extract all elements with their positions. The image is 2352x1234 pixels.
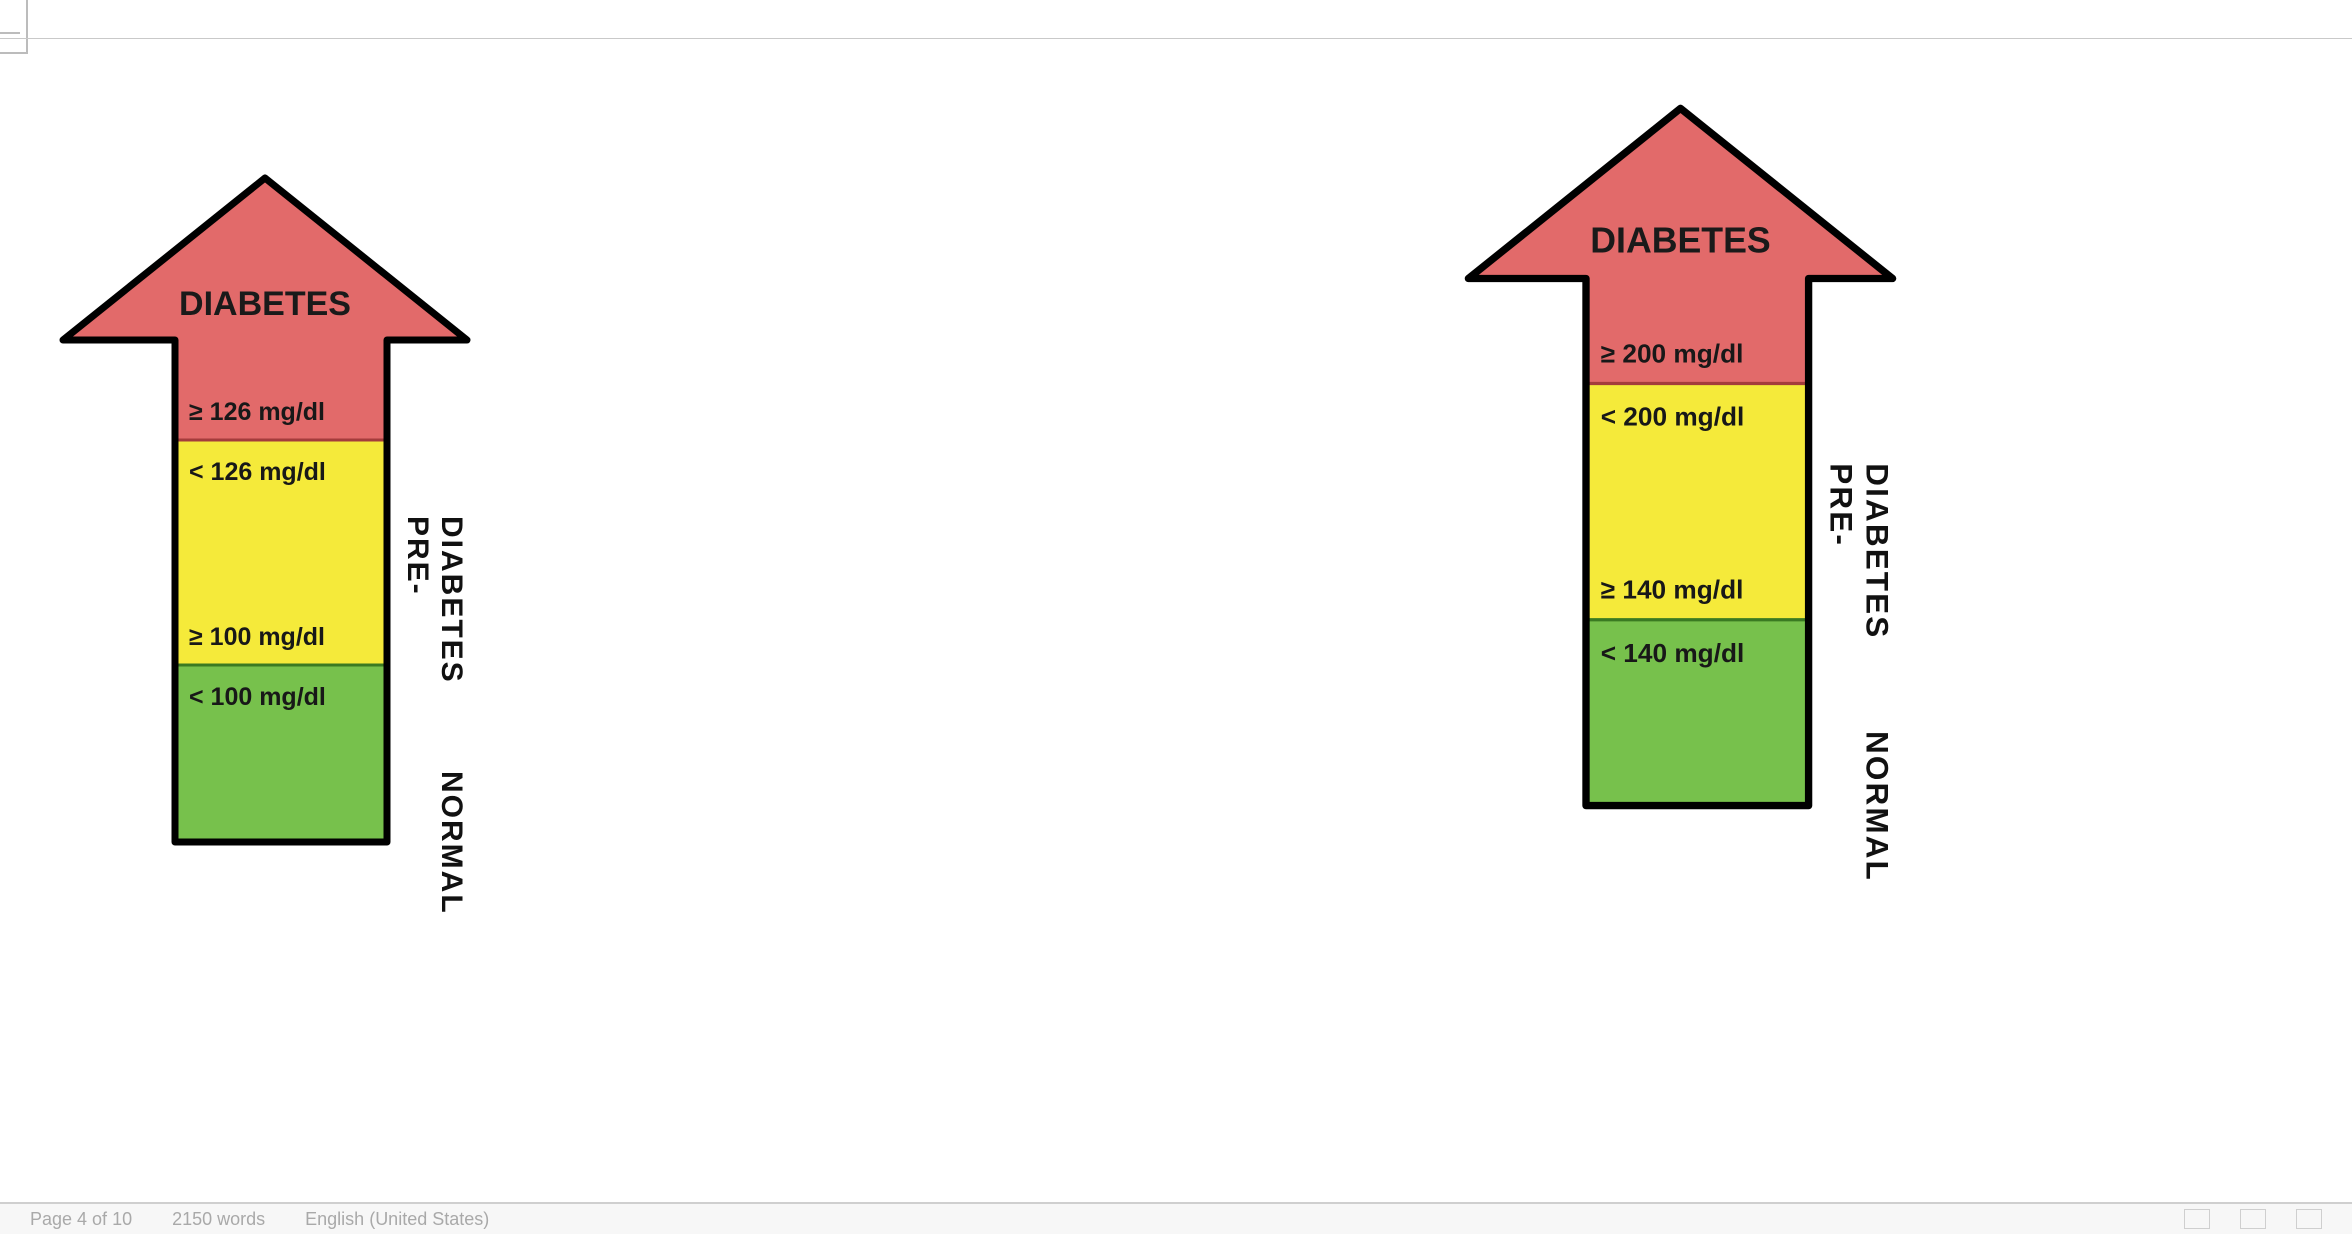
label-pre-diabetes: DIABETES PRE-: [400, 455, 468, 745]
status-word-count[interactable]: 2150 words: [172, 1209, 265, 1230]
label-pre-line2: DIABETES: [1858, 463, 1894, 639]
label-normal: NORMAL: [400, 745, 468, 940]
status-bar: Page 4 of 10 2150 words English (United …: [0, 1202, 2352, 1234]
document-canvas: DIABETES ≥ 126 mg/dl < 126 mg/dl ≥ 100 mg/d…: [0, 60, 2352, 1200]
horizontal-rule: [0, 38, 2352, 39]
svg-text:< 200 mg/dl: < 200 mg/dl: [1601, 402, 1745, 432]
label-pre-line1: PRE-: [1822, 463, 1858, 639]
svg-text:≥ 200 mg/dl: ≥ 200 mg/dl: [1601, 339, 1744, 369]
status-right-group: [2184, 1209, 2322, 1229]
svg-text:≥ 100 mg/dl: ≥ 100 mg/dl: [189, 623, 325, 651]
svg-text:DIABETES: DIABETES: [1590, 220, 1770, 260]
side-labels-1: DIABETES PRE- NORMAL: [400, 455, 468, 940]
view-mode-icon[interactable]: [2240, 1209, 2266, 1229]
ruler-tick: [0, 18, 20, 34]
ruler-corner: [0, 0, 28, 54]
svg-text:< 100 mg/dl: < 100 mg/dl: [189, 683, 326, 711]
status-language[interactable]: English (United States): [305, 1209, 489, 1230]
label-pre-diabetes: DIABETES PRE-: [1822, 399, 1893, 704]
label-pre-line1: PRE-: [400, 516, 434, 684]
svg-text:< 140 mg/dl: < 140 mg/dl: [1601, 638, 1745, 668]
svg-text:DIABETES: DIABETES: [179, 285, 351, 323]
label-pre-line2: DIABETES: [434, 516, 468, 684]
side-labels-2: DIABETES PRE- NORMAL: [1822, 399, 1893, 908]
svg-text:≥ 126 mg/dl: ≥ 126 mg/dl: [189, 398, 325, 426]
view-mode-icon[interactable]: [2296, 1209, 2322, 1229]
label-normal: NORMAL: [1822, 704, 1893, 909]
svg-text:≥ 140 mg/dl: ≥ 140 mg/dl: [1601, 575, 1744, 605]
arrow-diagram-2: DIABETES ≥ 200 mg/dl < 200 mg/dl ≥ 140 mg/d…: [1460, 100, 1901, 814]
status-page[interactable]: Page 4 of 10: [30, 1209, 132, 1230]
view-mode-icon[interactable]: [2184, 1209, 2210, 1229]
svg-text:< 126 mg/dl: < 126 mg/dl: [189, 458, 326, 486]
arrow-diagram-1: DIABETES ≥ 126 mg/dl < 126 mg/dl ≥ 100 mg/d…: [55, 170, 475, 850]
